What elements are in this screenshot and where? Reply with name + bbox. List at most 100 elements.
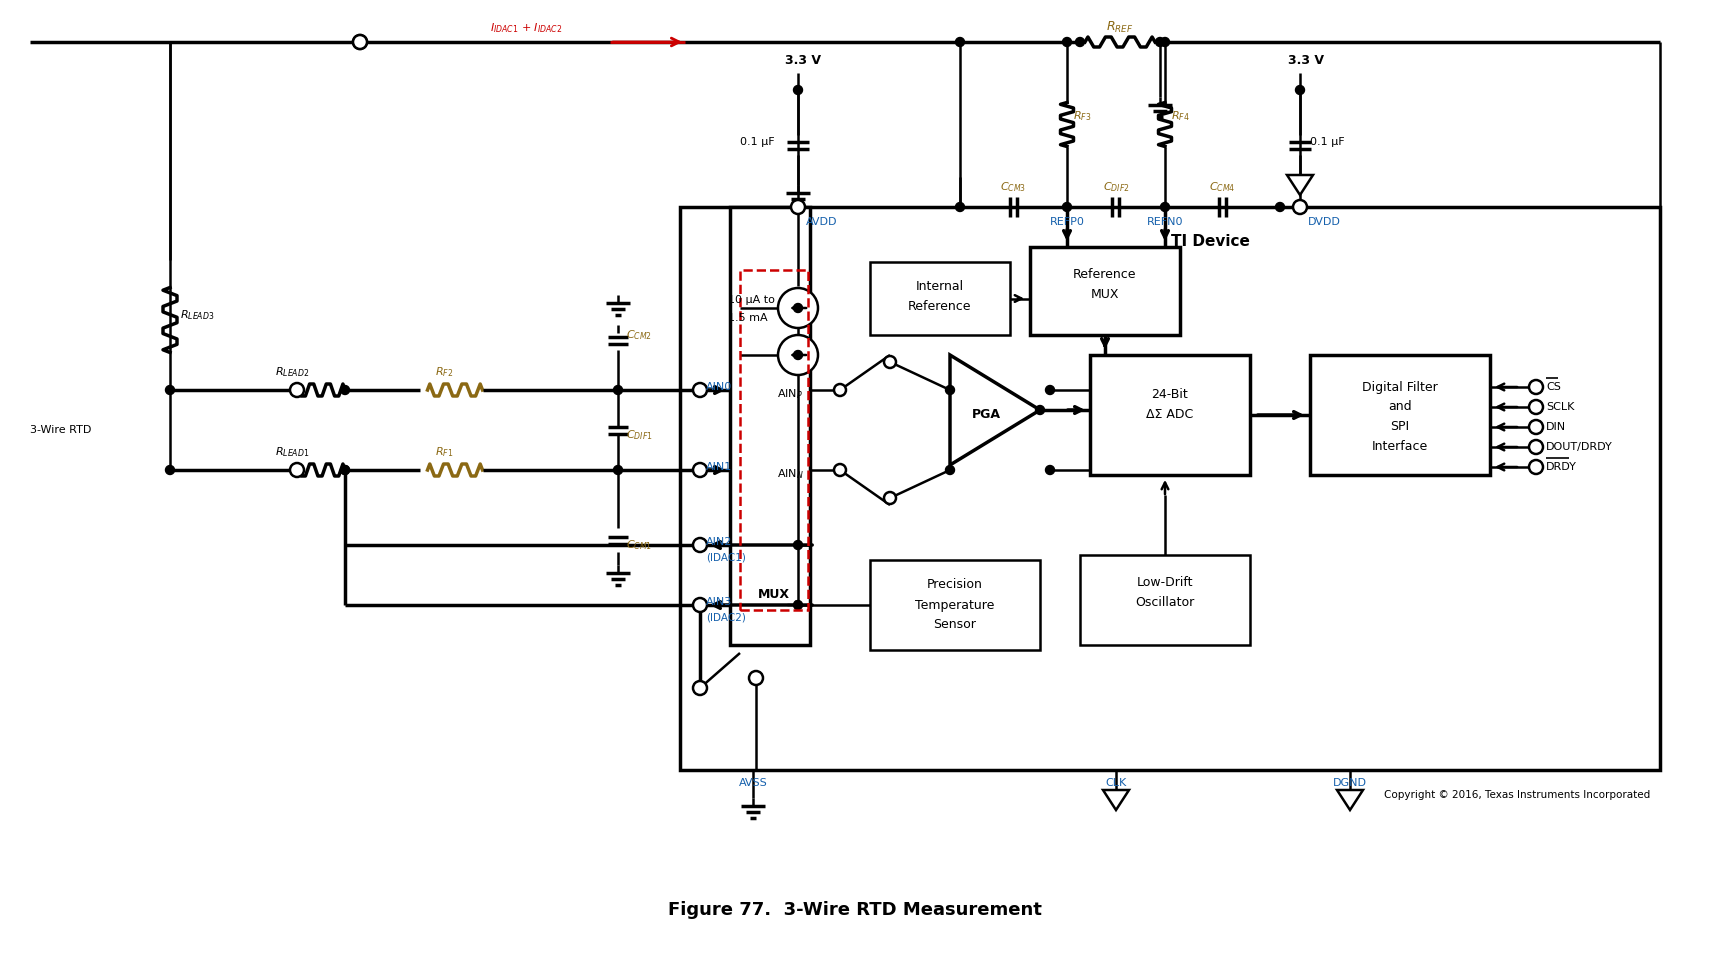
Polygon shape: [1287, 175, 1312, 195]
Bar: [869, 560, 1040, 650]
Circle shape: [1294, 200, 1307, 214]
Circle shape: [946, 465, 955, 475]
Text: $C_{DIF1}$: $C_{DIF1}$: [626, 428, 654, 442]
Circle shape: [1530, 460, 1543, 474]
Circle shape: [1035, 406, 1044, 414]
Text: $R_{LEAD3}$: $R_{LEAD3}$: [180, 308, 214, 322]
Text: REFN0: REFN0: [1146, 217, 1184, 227]
Circle shape: [693, 598, 707, 612]
Text: $R_{LEAD1}$: $R_{LEAD1}$: [275, 446, 310, 459]
Text: $I_{IDAC1}$ + $I_{IDAC2}$: $I_{IDAC1}$ + $I_{IDAC2}$: [489, 21, 563, 35]
Text: CS: CS: [1547, 382, 1560, 392]
Text: Oscillator: Oscillator: [1136, 597, 1194, 609]
Bar: [739, 270, 808, 610]
Text: $C_{CM1}$: $C_{CM1}$: [626, 538, 652, 552]
Bar: [679, 207, 1660, 770]
Text: 10 μA to: 10 μA to: [727, 295, 775, 305]
Text: Figure 77.  3-Wire RTD Measurement: Figure 77. 3-Wire RTD Measurement: [667, 901, 1042, 919]
Text: (IDAC2): (IDAC2): [707, 613, 746, 623]
Text: AVSS: AVSS: [739, 778, 767, 788]
Text: $R_{REF}$: $R_{REF}$: [1107, 20, 1134, 34]
Text: $R_{F4}$: $R_{F4}$: [1170, 109, 1189, 124]
Circle shape: [340, 465, 349, 475]
Text: 0.1 μF: 0.1 μF: [1311, 137, 1345, 147]
Text: DRDY: DRDY: [1547, 462, 1578, 472]
Text: 3.3 V: 3.3 V: [785, 54, 821, 66]
Text: CLK: CLK: [1105, 778, 1126, 788]
Circle shape: [614, 385, 623, 395]
Circle shape: [166, 385, 175, 395]
Text: DGND: DGND: [1333, 778, 1367, 788]
Text: $R_{F2}$: $R_{F2}$: [435, 365, 453, 379]
Circle shape: [794, 350, 802, 360]
Text: MUX: MUX: [758, 589, 790, 602]
Text: SCLK: SCLK: [1547, 402, 1574, 412]
Text: $C_{CM3}$: $C_{CM3}$: [1001, 180, 1027, 194]
Circle shape: [340, 385, 349, 395]
Text: $R_{F3}$: $R_{F3}$: [1073, 109, 1092, 124]
Bar: [1030, 247, 1181, 335]
Polygon shape: [1336, 790, 1364, 810]
Text: REFP0: REFP0: [1049, 217, 1085, 227]
Text: Reference: Reference: [909, 300, 972, 314]
Circle shape: [749, 671, 763, 685]
Text: Low-Drift: Low-Drift: [1136, 576, 1193, 590]
Text: $R_{LEAD2}$: $R_{LEAD2}$: [275, 365, 310, 379]
Bar: [731, 207, 809, 645]
Text: Copyright © 2016, Texas Instruments Incorporated: Copyright © 2016, Texas Instruments Inco…: [1384, 790, 1649, 800]
Circle shape: [955, 203, 965, 212]
Circle shape: [779, 335, 818, 375]
Text: AIN$_P$: AIN$_P$: [777, 387, 802, 401]
Text: AVDD: AVDD: [806, 217, 837, 227]
Bar: [1090, 355, 1251, 475]
Circle shape: [1275, 203, 1285, 212]
Text: ΔΣ ADC: ΔΣ ADC: [1146, 409, 1194, 421]
Text: AIN3: AIN3: [707, 597, 732, 607]
Circle shape: [693, 681, 707, 695]
Circle shape: [946, 385, 955, 395]
Circle shape: [1295, 86, 1304, 95]
Circle shape: [1530, 420, 1543, 434]
Text: Sensor: Sensor: [934, 618, 977, 632]
Circle shape: [1160, 203, 1170, 212]
Circle shape: [693, 538, 707, 552]
Circle shape: [693, 383, 707, 397]
Text: and: and: [1388, 401, 1412, 413]
Text: 3.3 V: 3.3 V: [1288, 54, 1324, 66]
Text: DVDD: DVDD: [1307, 217, 1341, 227]
Circle shape: [1076, 37, 1085, 47]
Text: AIN2: AIN2: [707, 537, 732, 547]
Text: Reference: Reference: [1073, 268, 1136, 282]
Text: DOUT/DRDY: DOUT/DRDY: [1547, 442, 1613, 452]
Circle shape: [1045, 385, 1054, 395]
Circle shape: [1530, 400, 1543, 414]
Circle shape: [340, 465, 349, 475]
Circle shape: [352, 35, 366, 49]
Text: $C_{CM2}$: $C_{CM2}$: [626, 329, 652, 342]
Circle shape: [885, 356, 897, 368]
Polygon shape: [950, 355, 1040, 465]
Text: Temperature: Temperature: [915, 599, 994, 611]
Text: AIN1: AIN1: [707, 462, 732, 472]
Circle shape: [289, 463, 305, 477]
Text: Interface: Interface: [1372, 441, 1429, 453]
Circle shape: [289, 383, 305, 397]
Bar: [1311, 355, 1490, 475]
Text: 1.5 mA: 1.5 mA: [727, 313, 768, 323]
Circle shape: [614, 465, 623, 475]
Circle shape: [794, 540, 802, 550]
Text: (IDAC1): (IDAC1): [707, 553, 746, 563]
Circle shape: [1530, 380, 1543, 394]
Circle shape: [794, 86, 802, 95]
Text: TI Device: TI Device: [1170, 235, 1249, 250]
Circle shape: [790, 200, 804, 214]
Circle shape: [833, 384, 845, 396]
Text: Precision: Precision: [927, 578, 982, 592]
Text: AIN0: AIN0: [707, 382, 732, 392]
Circle shape: [352, 35, 366, 49]
Text: DIN: DIN: [1547, 422, 1566, 432]
Text: MUX: MUX: [1090, 289, 1119, 301]
Text: SPI: SPI: [1391, 420, 1410, 434]
Circle shape: [885, 492, 897, 504]
Circle shape: [955, 37, 965, 47]
